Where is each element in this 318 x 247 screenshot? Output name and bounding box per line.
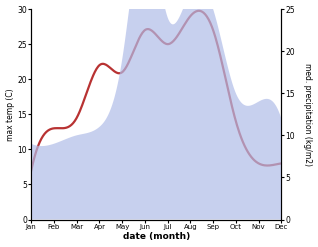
X-axis label: date (month): date (month): [123, 232, 190, 242]
Y-axis label: max temp (C): max temp (C): [5, 88, 15, 141]
Y-axis label: med. precipitation (kg/m2): med. precipitation (kg/m2): [303, 63, 313, 166]
